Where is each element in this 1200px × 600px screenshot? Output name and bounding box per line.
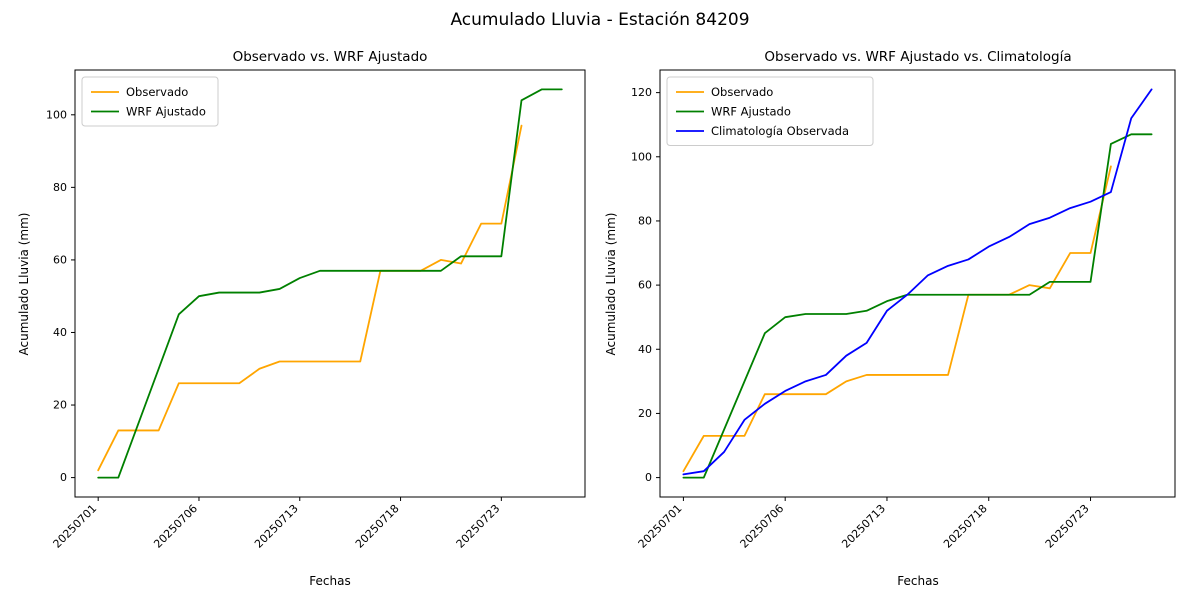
series-line-climatología-observada: [682, 88, 1153, 476]
figure-title: Acumulado Lluvia - Estación 84209: [450, 10, 750, 30]
y-tick-label: 0: [645, 471, 652, 484]
y-tick-label: 60: [53, 253, 67, 266]
axes-frame: [659, 69, 1176, 498]
x-tick-label: 20250718: [353, 502, 402, 551]
y-tick-label: 80: [638, 214, 652, 227]
y-tick-label: 120: [631, 86, 652, 99]
right-chart-title: Observado vs. WRF Ajustado vs. Climatolo…: [764, 49, 1071, 65]
x-tick-label: 20250706: [151, 502, 200, 551]
y-tick-label: 20: [53, 399, 67, 412]
x-tick-label: 20250706: [738, 502, 787, 551]
x-tick-label: 20250701: [636, 502, 685, 551]
legend-box: [666, 76, 874, 146]
x-tick-label: 20250713: [839, 502, 888, 551]
left-chart-xlabel: Fechas: [309, 574, 350, 588]
y-tick-label: 40: [53, 326, 67, 339]
axes-frame: [74, 69, 586, 498]
legend-label-wrf-ajustado: WRF Ajustado: [711, 105, 791, 119]
legend-box: [81, 76, 219, 127]
legend-label-observado: Observado: [711, 85, 773, 99]
left-chart-title: Observado vs. WRF Ajustado: [233, 49, 428, 65]
right-chart-xlabel: Fechas: [897, 574, 938, 588]
right-plot-area: 0 20 40 60 80 100 120 20250701 20250706 20250713 2…: [631, 69, 1176, 551]
y-tick-label: 60: [638, 279, 652, 292]
right-chart: Observado vs. WRF Ajustado vs. Climatolo…: [604, 49, 1176, 588]
x-tick-label: 20250713: [252, 502, 301, 551]
y-tick-label: 20: [638, 407, 652, 420]
left-chart-ylabel: Acumulado Lluvia (mm): [17, 213, 31, 356]
legend-label-wrf-ajustado: WRF Ajustado: [126, 105, 206, 119]
x-tick-label: 20250723: [454, 502, 503, 551]
x-tick-label: 20250718: [941, 502, 990, 551]
left-chart: Observado vs. WRF Ajustado Fechas Acumul…: [17, 49, 586, 588]
series-line-wrf-ajustado: [682, 133, 1153, 479]
series-line-observado: [97, 124, 523, 472]
y-tick-label: 100: [46, 108, 67, 121]
y-tick-label: 0: [60, 471, 67, 484]
left-plot-area: 0 20 40 60 80 100 20250701 20250706 20250713 2025…: [46, 69, 586, 551]
y-tick-label: 40: [638, 343, 652, 356]
legend-label-observado: Observado: [126, 85, 188, 99]
series-line-wrf-ajustado: [97, 88, 563, 479]
y-tick-label: 80: [53, 181, 67, 194]
series-line-observado: [682, 165, 1112, 473]
right-chart-ylabel: Acumulado Lluvia (mm): [604, 213, 618, 356]
x-tick-label: 20250723: [1043, 502, 1092, 551]
x-tick-label: 20250701: [51, 502, 100, 551]
legend-label-climatología-observada: Climatología Observada: [711, 124, 849, 138]
y-tick-label: 100: [631, 150, 652, 163]
